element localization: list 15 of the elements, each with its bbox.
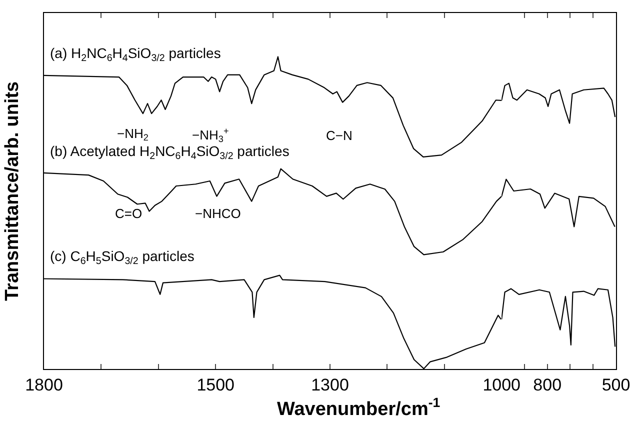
y-axis-title: Transmittance/arb. units	[2, 81, 23, 301]
text: (a) H$_{2}$NC$_{6}$H$_{4}$SiO$_{3/2}$ particles	[50, 45, 221, 64]
x-tick-label: 1300	[311, 376, 349, 395]
x-tick-label: 1500	[196, 376, 235, 395]
x-tick-label: 1000	[482, 376, 521, 395]
text: (b) Acetylated H$_{2}$NC$_{6}$H$_{4}$SiO$_{3/2}$ particles	[50, 143, 290, 162]
x-tick-label: 1800	[25, 376, 63, 395]
x-tick-label: 800	[533, 376, 562, 395]
annotation: C−N	[326, 128, 352, 143]
annotation: C=O	[115, 206, 142, 221]
annotation: −NH$_{2}$	[117, 126, 148, 143]
series-label: (c) C$_{6}$H$_{5}$SiO$_{3/2}$ particles	[50, 248, 194, 267]
x-tick-label: 500	[602, 376, 630, 395]
annotation: −NHCO	[195, 206, 241, 221]
x-axis-title: Wavenumber/cm$^{-1}$	[277, 395, 441, 420]
